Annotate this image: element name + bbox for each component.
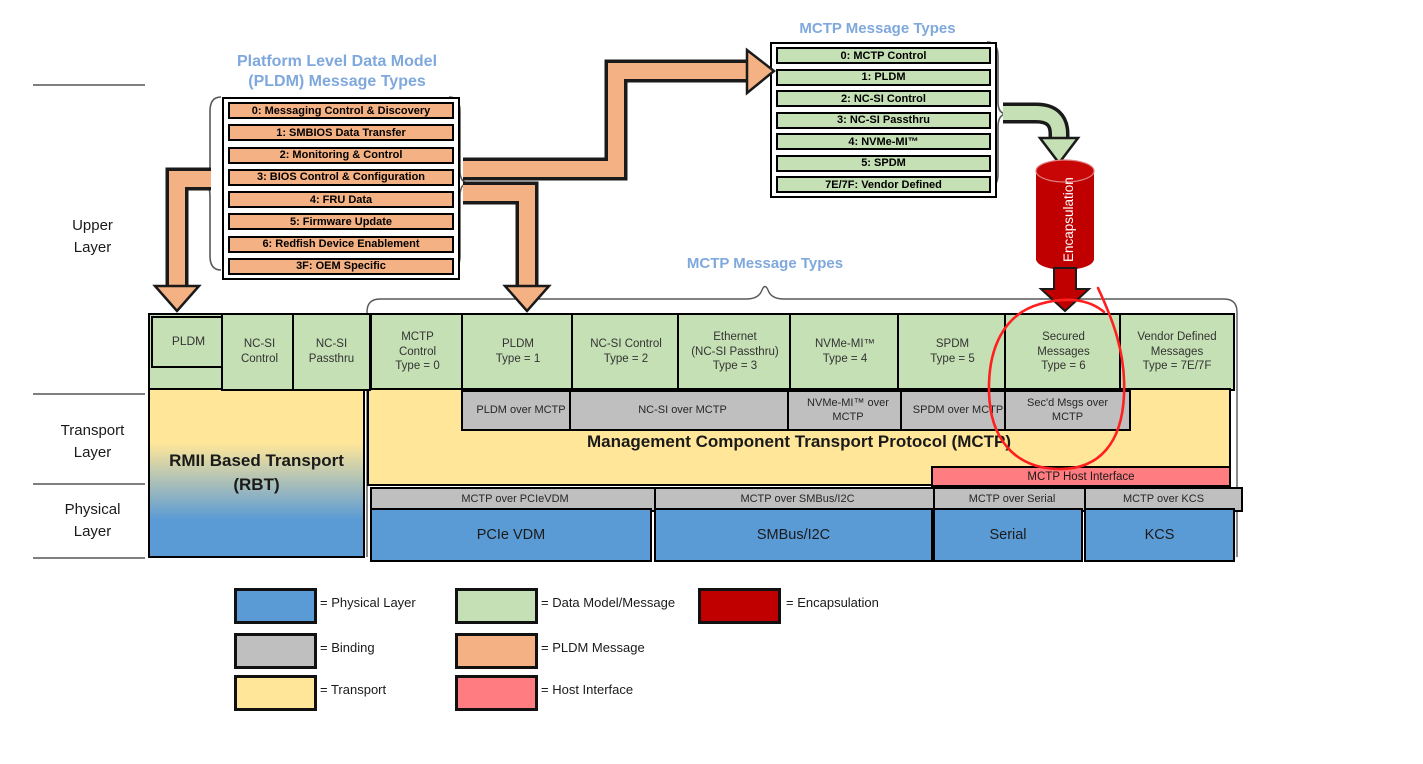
divider-upper-transport [33,393,145,395]
list-item: 5: Firmware Update [228,213,454,231]
list-item: 6: Redfish Device Enablement [228,235,454,253]
list-item: 7E/7F: Vendor Defined [776,176,991,193]
binding-secd-msgs-over-mctp: Sec'd Msgs over MCTP [1004,390,1131,431]
legend-swatch-encapsulation [698,588,781,624]
upper-layer-label: Upper Layer [72,217,113,256]
phys-pcie-vdm: PCIe VDM [370,508,652,562]
divider-top [33,84,145,86]
legend-swatch-binding [234,633,317,669]
type-box-ncsi-type2: NC-SI Control Type = 2 [571,313,681,391]
legend-label-encapsulation: = Encapsulation [786,595,879,610]
mctp-host-interface-bar: MCTP Host Interface [931,466,1231,487]
list-item: 4: FRU Data [228,191,454,209]
pldm-list-panel: 0: Messaging Control & Discovery 1: SMBI… [222,97,460,280]
binding-pldm-over-mctp: PLDM over MCTP [461,390,581,431]
type-box-nvme-type4: NVMe-MI™ Type = 4 [789,313,901,391]
list-item: 2: Monitoring & Control [228,146,454,164]
legend-swatch-pldm-message [455,633,538,669]
list-item: 0: Messaging Control & Discovery [228,102,454,119]
type-box-pldm: PLDM [151,316,226,368]
list-item: 3: BIOS Control & Configuration [228,168,454,186]
pldm-list-title: Platform Level Data Model (PLDM) Message… [236,53,438,90]
legend-swatch-transport [234,675,317,711]
mctp-list-panel: 0: MCTP Control 1: PLDM 2: NC-SI Control… [770,42,997,198]
legend-label-transport: = Transport [320,682,387,697]
list-item: 1: SMBIOS Data Transfer [228,124,454,142]
binding-ncsi-over-mctp: NC-SI over MCTP [569,390,796,431]
legend-label-data-model: = Data Model/Message [541,595,676,610]
legend-label-binding: = Binding [320,640,375,655]
pldm-list-left-brace [200,96,222,271]
list-item: 2: NC-SI Control [776,90,991,107]
type-box-mctp-control: MCTP Control Type = 0 [370,313,465,391]
mctp-row-label: MCTP Message Types [686,255,844,272]
legend-label-host-interface: = Host Interface [541,682,634,697]
phys-smbus-i2c: SMBus/I2C [654,508,933,562]
type-box-pldm-type1: PLDM Type = 1 [461,313,575,391]
binding-nvme-over-mctp: NVMe-MI™ over MCTP [787,390,909,431]
list-item: 1: PLDM [776,68,991,86]
type-box-vendor-type7: Vendor Defined Messages Type = 7E/7F [1119,313,1235,391]
mctp-list-title: MCTP Message Types [799,20,956,37]
list-item: 0: MCTP Control [776,47,991,64]
physical-layer-label: Physical Layer [64,501,121,540]
list-item: 5: SPDM [776,154,991,172]
divider-bottom [33,557,145,559]
type-box-secured-type6: Secured Messages Type = 6 [1004,313,1123,391]
type-box-ethernet-type3: Ethernet (NC-SI Passthru) Type = 3 [677,313,793,391]
list-item: 3F: OEM Specific [228,257,454,275]
mctp-transport-title: Management Component Transport Protocol … [586,432,1012,451]
binding-spdm-over-mctp: SPDM over MCTP [900,390,1016,431]
rbt-transport-box: RMII Based Transport (RBT) [148,388,365,558]
binding-mctp-over-pcievdm: MCTP over PCIeVDM [370,487,660,512]
legend-swatch-host-interface [455,675,538,711]
legend-swatch-data-model [455,588,538,624]
phys-kcs: KCS [1084,508,1235,562]
type-box-spdm-type5: SPDM Type = 5 [897,313,1008,391]
list-item: 4: NVMe-MI™ [776,133,991,150]
legend-swatch-physical [234,588,317,624]
list-item: 3: NC-SI Passthru [776,111,991,129]
legend-label-physical: = Physical Layer [320,595,416,610]
transport-layer-label: Transport Layer [60,422,125,461]
phys-serial: Serial [933,508,1083,562]
type-box-ncsi-passthru: NC-SI Passthru [292,313,371,391]
divider-transport-physical [33,483,145,485]
legend-label-pldm-message: = PLDM Message [541,640,645,655]
type-box-ncsi-control: NC-SI Control [221,313,298,391]
